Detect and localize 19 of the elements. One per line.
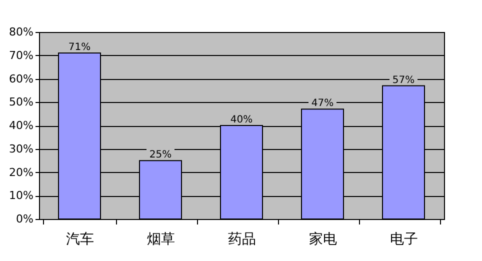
y-tick-label: 40% — [9, 119, 34, 132]
x-tick-label: 药品 — [228, 232, 256, 248]
data-label: 25% — [149, 150, 172, 161]
y-tick-label: 50% — [9, 96, 34, 109]
y-tick-label: 30% — [9, 142, 34, 156]
data-label: 40% — [230, 114, 253, 126]
x-tick-label: 家电 — [309, 232, 337, 248]
data-label: 57% — [392, 74, 415, 86]
y-tick-label: 70% — [9, 48, 34, 62]
x-tick-label: 烟草 — [147, 232, 175, 248]
y-tick-label: 80% — [9, 26, 34, 38]
y-tick-label: 20% — [9, 166, 34, 179]
y-tick-label: 10% — [9, 189, 34, 202]
data-label: 47% — [311, 98, 334, 110]
x-tick-label: 电子 — [390, 232, 418, 248]
x-tick-label: 汽车 — [66, 232, 94, 248]
y-tick-label: 0% — [16, 212, 34, 226]
data-label: 71% — [68, 42, 91, 54]
y-tick-label: 60% — [9, 72, 34, 86]
